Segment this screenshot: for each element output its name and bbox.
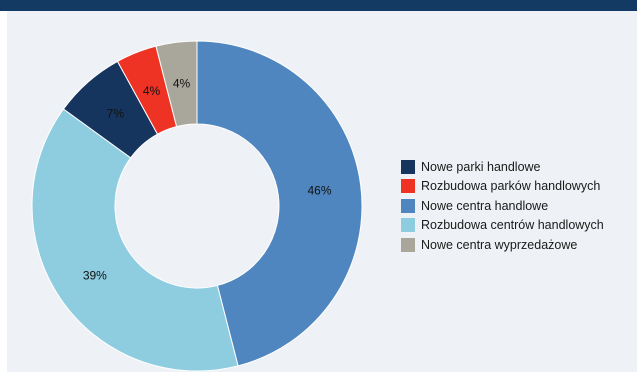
legend-label: Nowe parki handlowe [421,159,541,174]
legend-item-rozbudowa-centrow-handlowych: Rozbudowa centrów handlowych [401,216,604,236]
slice-label-nowe-centra-wyprzedazowe: 4% [173,76,191,90]
legend-item-rozbudowa-parkow-handlowych: Rozbudowa parków handlowych [401,177,604,197]
legend-label: Nowe centra wyprzedażowe [421,237,578,252]
legend-label: Nowe centra handlowe [421,198,549,213]
legend-item-nowe-parki-handlowe: Nowe parki handlowe [401,157,604,177]
slice-rozbudowa-centrow-handlowych [31,108,239,372]
legend-swatch [401,179,415,194]
slice-labels: 46% 39% 7% 4% 4% [83,76,332,282]
legend-item-nowe-centra-wyprzedazowe: Nowe centra wyprzedażowe [401,235,604,255]
slice-label-rozbudowa-parkow-handlowych: 4% [143,84,161,98]
legend-item-nowe-centra-handlowe: Nowe centra handlowe [401,196,604,216]
slice-label-rozbudowa-centrow-handlowych: 39% [83,268,107,282]
slice-nowe-centra-handlowe [196,40,363,367]
donut-slices [31,40,363,372]
chart-legend: Nowe parki handlowe Rozbudowa parków hand… [401,157,604,255]
slice-nowe-centra-wyprzedazowe [155,40,198,128]
slice-label-nowe-parki-handlowe: 7% [107,106,125,120]
legend-swatch [401,198,415,213]
legend-swatch [401,159,415,174]
legend-swatch [401,218,415,233]
legend-label: Rozbudowa centrów handlowych [421,218,604,233]
header-bar [0,0,637,11]
slice-label-nowe-centra-handlowe: 46% [308,184,332,198]
legend-label: Rozbudowa parków handlowych [421,179,601,194]
legend-swatch [401,237,415,252]
